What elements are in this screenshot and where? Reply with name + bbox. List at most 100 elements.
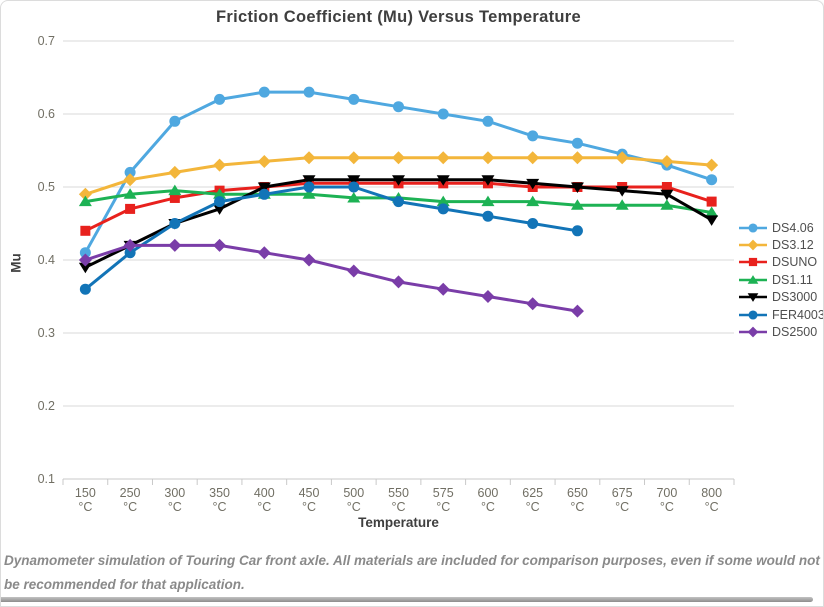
- y-tick-label: 0.7: [38, 34, 55, 48]
- triangle-up-marker: [123, 188, 137, 199]
- triangle-up-marker: [747, 274, 759, 284]
- diamond-marker: [705, 158, 719, 172]
- x-tick-unit: °C: [123, 500, 137, 514]
- series-DS2500: [78, 238, 584, 318]
- diamond-marker: [436, 282, 450, 296]
- circle-marker: [348, 181, 360, 193]
- x-tick-unit: °C: [213, 500, 227, 514]
- legend: DS4.06 DS3.12 DSUNO DS1.11 DS3000 FER4003 DS25…: [738, 219, 824, 341]
- diamond-marker: [302, 253, 316, 267]
- x-tick-label: 450: [299, 486, 320, 500]
- circle-marker: [124, 247, 136, 259]
- diamond-marker: [213, 158, 227, 172]
- triangle-down-marker: [660, 189, 674, 201]
- legend-item-label: FER4003: [772, 307, 824, 322]
- circle-marker: [348, 93, 360, 105]
- legend-item-DS4.06[interactable]: DS4.06: [738, 219, 823, 236]
- triangle-down-marker: [347, 175, 361, 186]
- diamond-marker: [747, 326, 759, 338]
- x-axis: 150°C250°C300°C350°C400°C450°C500°C550°C…: [62, 479, 735, 514]
- circle-marker: [482, 210, 494, 222]
- legend-item-label: DS3.12: [772, 238, 814, 253]
- x-tick-unit: °C: [257, 500, 271, 514]
- plot-area: 0.70.60.50.40.30.20.1150°C250°C300°C350°…: [38, 34, 735, 514]
- x-tick-unit: °C: [347, 500, 361, 514]
- legend-item-FER4003[interactable]: FER4003: [738, 306, 824, 323]
- circle-marker: [393, 101, 404, 113]
- triangle-up-marker: [168, 184, 182, 196]
- legend-item-DSUNO[interactable]: DSUNO: [738, 254, 823, 271]
- footer-note: Dynamometer simulation of Touring Car fr…: [4, 553, 820, 592]
- triangle-down-marker: [526, 178, 540, 190]
- circle-marker: [79, 247, 91, 259]
- diamond-marker: [168, 238, 182, 252]
- x-tick-label: 675: [612, 486, 633, 500]
- circle-marker: [706, 174, 718, 186]
- diamond-marker: [747, 239, 759, 251]
- diamond-marker: [302, 151, 316, 165]
- triangle-up-marker: [705, 206, 719, 218]
- triangle-up-marker: [302, 188, 316, 199]
- diamond-marker: [392, 275, 405, 289]
- diamond-marker: [257, 246, 271, 260]
- circle-marker: [527, 130, 539, 142]
- x-tick-unit: °C: [391, 500, 405, 514]
- y-tick-label: 0.4: [38, 253, 55, 267]
- x-tick-unit: °C: [481, 500, 495, 514]
- triangle-down-marker: [78, 262, 92, 274]
- circle-marker: [214, 196, 226, 208]
- x-tick-unit: °C: [526, 500, 540, 514]
- x-tick-unit: °C: [570, 500, 584, 514]
- legend-item-label: DSUNO: [772, 255, 818, 270]
- triangle-down-marker: [615, 186, 629, 197]
- x-tick-unit: °C: [168, 500, 182, 514]
- triangle-down-marker: [302, 175, 316, 186]
- triangle-up-marker: [347, 191, 361, 203]
- circle-marker: [571, 225, 583, 237]
- x-tick-unit: °C: [705, 500, 719, 514]
- circle-marker: [393, 196, 404, 208]
- diamond-marker: [78, 187, 92, 201]
- x-tick-unit: °C: [302, 500, 316, 514]
- x-axis-title: Temperature: [358, 515, 439, 530]
- triangle-up-icon: [739, 274, 767, 284]
- x-tick-label: 350: [209, 486, 230, 500]
- diamond-icon: [739, 326, 767, 338]
- legend-item-label: DS2500: [772, 325, 818, 340]
- circle-marker: [169, 115, 181, 127]
- diamond-marker: [123, 173, 137, 187]
- triangle-up-marker: [570, 199, 584, 210]
- circle-icon: [739, 310, 767, 320]
- circle-marker: [437, 203, 449, 215]
- square-marker: [661, 182, 672, 192]
- x-tick-label: 250: [120, 486, 141, 500]
- triangle-down-marker: [747, 293, 759, 303]
- diamond-marker: [347, 264, 361, 278]
- triangle-down-marker: [392, 175, 405, 186]
- legend-item-label: DS4.06: [772, 220, 814, 235]
- x-tick-label: 625: [522, 486, 543, 500]
- diamond-marker: [123, 238, 137, 252]
- triangle-up-marker: [481, 195, 495, 207]
- series-line: [83, 185, 579, 291]
- circle-marker: [748, 310, 758, 320]
- legend-item-label: DS1.11: [772, 272, 813, 287]
- triangle-down-icon: [739, 293, 767, 303]
- circle-marker: [303, 86, 315, 98]
- legend-item-DS2500[interactable]: DS2500: [738, 323, 823, 340]
- legend-item-DS3.12[interactable]: DS3.12: [738, 236, 823, 253]
- circle-marker: [527, 218, 539, 229]
- diamond-marker: [257, 154, 271, 168]
- triangle-up-marker: [615, 199, 629, 210]
- circle-marker: [124, 166, 136, 178]
- diamond-icon: [739, 239, 767, 251]
- legend-item-DS1.11[interactable]: DS1.11: [738, 271, 823, 288]
- legend-item-DS3000[interactable]: DS3000: [738, 289, 823, 306]
- x-tick-label: 650: [567, 486, 588, 500]
- bottom-scrollbar[interactable]: [1, 597, 813, 602]
- y-tick-label: 0.3: [38, 326, 55, 340]
- x-tick-label: 550: [388, 486, 409, 500]
- gridlines: 0.7 0.6 0.5 0.4 0.3 0.2 0.1: [38, 34, 734, 486]
- diamond-marker: [347, 151, 361, 165]
